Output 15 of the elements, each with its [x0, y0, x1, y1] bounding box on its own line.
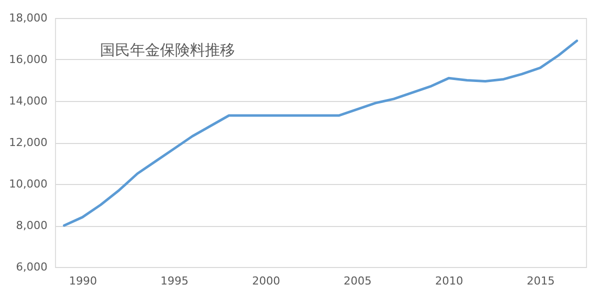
- text: 国民年金保険料推移: [100, 41, 235, 59]
- y-tick-label: 16,000: [9, 53, 48, 66]
- y-tick-label: 18,000: [9, 12, 48, 24]
- y-tick-label: 8,000: [16, 219, 48, 232]
- x-tick-label: 1995: [160, 274, 189, 288]
- y-tick-label: 10,000: [9, 178, 48, 190]
- line-series: [62, 40, 578, 227]
- y-tick-label: 12,000: [9, 136, 48, 149]
- y-tick-label: 6,000: [16, 260, 48, 274]
- x-tick-label: 2015: [526, 274, 555, 288]
- x-tick-label: 1990: [68, 274, 97, 288]
- x-tick-label: 2000: [252, 274, 280, 288]
- y-tick-label: 14,000: [9, 94, 48, 108]
- x-tick-label: 2005: [344, 274, 372, 288]
- x-tick-label: 2010: [435, 274, 464, 288]
